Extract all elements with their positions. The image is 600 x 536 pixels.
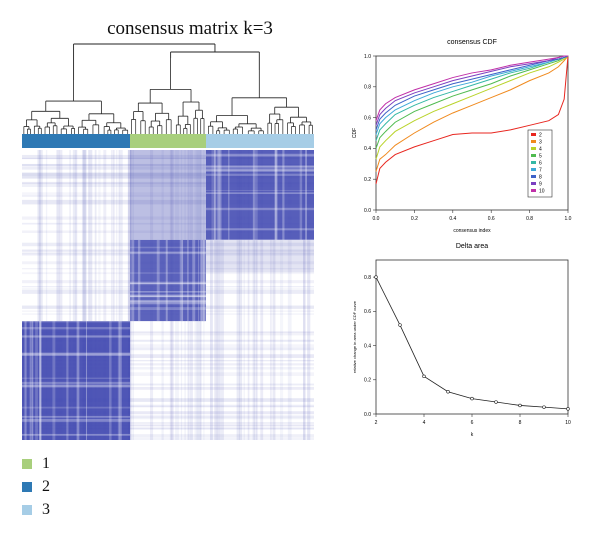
legend-label-k5: 5 <box>539 154 542 160</box>
x-axis-label: k <box>471 432 474 438</box>
data-point <box>542 405 546 409</box>
y-tick-label: 0.8 <box>364 275 371 281</box>
legend-swatch-k3 <box>531 140 536 143</box>
matrix-title: consensus matrix k=3 <box>107 18 273 39</box>
series-line-5 <box>375 55 569 149</box>
y-tick-label: 0.4 <box>364 343 371 349</box>
x-tick-label: 0.6 <box>488 216 495 222</box>
x-tick-label: 4 <box>423 420 426 426</box>
legend-label-k6: 6 <box>539 161 542 167</box>
legend-swatch-1 <box>22 458 32 469</box>
x-axis-label: consensus index <box>453 228 491 234</box>
y-tick-label: 0.6 <box>364 115 371 121</box>
x-tick-label: 0.2 <box>411 216 418 222</box>
y-axis-label: relative change in area under CDF curve <box>352 300 357 373</box>
series-line-8 <box>375 55 569 131</box>
y-tick-label: 0.2 <box>364 177 371 183</box>
series-line-3 <box>375 55 569 172</box>
data-point <box>374 275 378 279</box>
legend-swatch-k8 <box>531 175 536 178</box>
legend-swatch-k2 <box>531 133 536 136</box>
series-line-7 <box>375 55 569 135</box>
legend-label-1: 1 <box>42 454 50 472</box>
series-line-4 <box>375 55 569 160</box>
heatmap-block-2 <box>22 321 131 440</box>
delta-area-chart: Delta area k relative change in area under… <box>352 243 571 438</box>
data-point <box>446 390 450 394</box>
data-point <box>398 323 402 327</box>
consensus-heatmap <box>22 150 314 440</box>
series-line-10 <box>375 55 568 121</box>
y-tick-label: 1.0 <box>364 54 371 60</box>
data-point <box>566 407 570 411</box>
legend-label-k4: 4 <box>539 147 542 153</box>
legend-label-k10: 10 <box>539 189 545 195</box>
legend-swatch-k10 <box>531 189 536 192</box>
series-line-2 <box>375 55 569 184</box>
y-tick-label: 0.2 <box>364 378 371 384</box>
legend-label-k7: 7 <box>539 168 542 174</box>
legend-item-2: 2 <box>22 475 50 498</box>
legend-label-2: 2 <box>42 477 50 495</box>
x-tick-label: 6 <box>471 420 474 426</box>
plot-frame <box>375 259 569 415</box>
legend-label-k8: 8 <box>539 175 542 181</box>
cluster-assignment-bar <box>22 134 314 148</box>
y-tick-label: 0.4 <box>364 146 371 152</box>
x-tick-label: 1.0 <box>565 216 572 222</box>
plot-frame <box>375 55 569 211</box>
chart-title: Delta area <box>456 243 488 250</box>
data-point <box>518 403 522 408</box>
legend-swatch-k7 <box>531 168 536 171</box>
legend-swatch-k9 <box>531 182 536 185</box>
heatmap-block-3 <box>205 150 314 240</box>
series-line <box>375 276 569 410</box>
data-point <box>494 400 498 404</box>
data-point <box>422 374 426 379</box>
series-line-6 <box>375 55 569 141</box>
data-point <box>470 396 474 401</box>
y-tick-label: 0.0 <box>364 412 371 418</box>
series-line-9 <box>375 55 568 126</box>
y-tick-label: 0.6 <box>364 309 371 315</box>
legend-label-3: 3 <box>42 500 50 518</box>
legend-item-1: 1 <box>22 452 50 475</box>
cluster-bar-segment-1 <box>130 134 206 148</box>
legend-swatch-k6 <box>531 161 536 164</box>
y-tick-label: 0.0 <box>364 208 371 214</box>
cluster-bar-segment-3 <box>205 134 314 148</box>
chart-title: consensus CDF <box>447 39 497 46</box>
legend-item-3: 3 <box>22 498 50 521</box>
heatmap-block-1 <box>130 239 206 322</box>
dendrogram <box>23 43 313 134</box>
legend-swatch-k4 <box>531 147 536 150</box>
x-tick-label: 0.4 <box>449 216 456 222</box>
legend-label-k9: 9 <box>539 182 542 188</box>
x-tick-label: 8 <box>519 420 522 426</box>
x-tick-label: 0.8 <box>526 216 533 222</box>
x-tick-label: 10 <box>565 420 571 426</box>
cluster-bar-segment-2 <box>22 134 131 148</box>
legend-swatch-3 <box>22 504 32 515</box>
y-tick-label: 0.8 <box>364 85 371 91</box>
x-tick-label: 0.0 <box>373 216 380 222</box>
legend-label-k3: 3 <box>539 140 542 146</box>
consensus-cdf-chart: consensus CDF consensus index CDF 0.0 0.2 0.4… <box>352 39 572 234</box>
x-tick-label: 2 <box>375 420 378 426</box>
legend-swatch-2 <box>22 481 32 492</box>
legend-label-k2: 2 <box>539 133 542 139</box>
y-axis-label: CDF <box>352 128 358 138</box>
legend-swatch-k5 <box>531 154 536 157</box>
cluster-legend: 1 2 3 <box>22 452 50 521</box>
